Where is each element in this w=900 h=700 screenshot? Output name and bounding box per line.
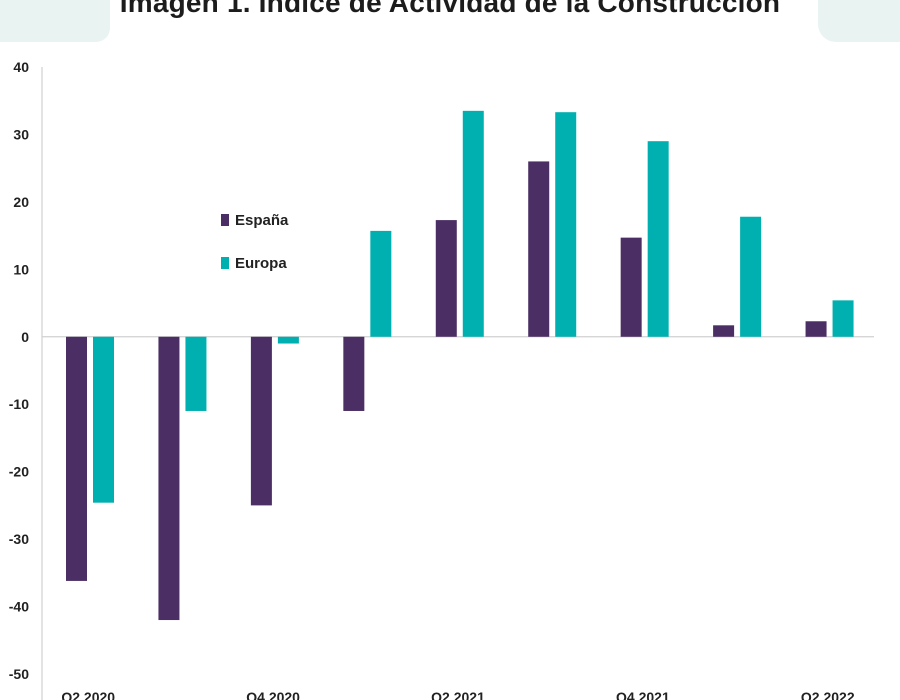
y-tick-label: -10 — [9, 396, 29, 412]
x-tick-label: Q4 2021 — [616, 689, 670, 700]
bar-europa — [832, 300, 854, 337]
bar-europa — [93, 336, 114, 503]
bar-espana — [66, 336, 87, 581]
legend-label: España — [235, 212, 289, 229]
x-tick-label: Q2 2021 — [431, 689, 485, 700]
y-tick-label: -40 — [9, 599, 29, 615]
bar-espana — [158, 336, 180, 621]
bar-europa — [370, 230, 392, 337]
bar-espana — [528, 161, 550, 337]
legend-label: Europa — [235, 255, 287, 272]
y-tick-label: -20 — [9, 464, 29, 480]
bar-espana — [250, 336, 272, 506]
title-banner: Imagen 1. Índice de Actividad de la Cons… — [0, 0, 900, 42]
y-tick-label: 30 — [13, 126, 29, 142]
title-banner-left-tab — [0, 0, 110, 42]
legend-swatch — [221, 257, 229, 269]
y-tick-label: 20 — [13, 194, 29, 210]
bar-espana — [620, 237, 642, 337]
bar-europa — [462, 110, 484, 337]
x-tick-label: Q4 2020 — [246, 689, 300, 700]
x-tick-label: Q2 2022 — [801, 689, 855, 700]
y-tick-label: 10 — [13, 261, 29, 277]
y-tick-label: -30 — [9, 531, 29, 547]
bar-europa — [740, 216, 762, 337]
y-tick-label: -50 — [9, 666, 29, 682]
title-banner-right-tab — [818, 0, 900, 42]
bar-europa — [555, 112, 577, 337]
bar-europa — [277, 336, 299, 344]
bar-europa — [185, 336, 207, 411]
chart-tick-labels: 40 30 20 10 0 -10 -20 -30 -40 -50 Q2 2020 Q4 2020 Q2… — [9, 59, 855, 700]
bar-espana — [435, 220, 457, 337]
y-tick-label: 0 — [21, 329, 29, 345]
chart-axes — [41, 67, 874, 700]
legend-swatch — [221, 214, 229, 226]
chart-bars — [66, 110, 854, 621]
bar-europa — [647, 141, 669, 337]
bar-espana — [343, 336, 365, 411]
chart-legend: España Europa — [221, 212, 289, 272]
chart-title: Imagen 1. Índice de Actividad de la Cons… — [119, 0, 781, 18]
bar-espana — [713, 325, 735, 337]
x-tick-label: Q2 2020 — [61, 689, 115, 700]
bar-espana — [805, 321, 827, 337]
y-tick-label: 40 — [13, 59, 29, 75]
